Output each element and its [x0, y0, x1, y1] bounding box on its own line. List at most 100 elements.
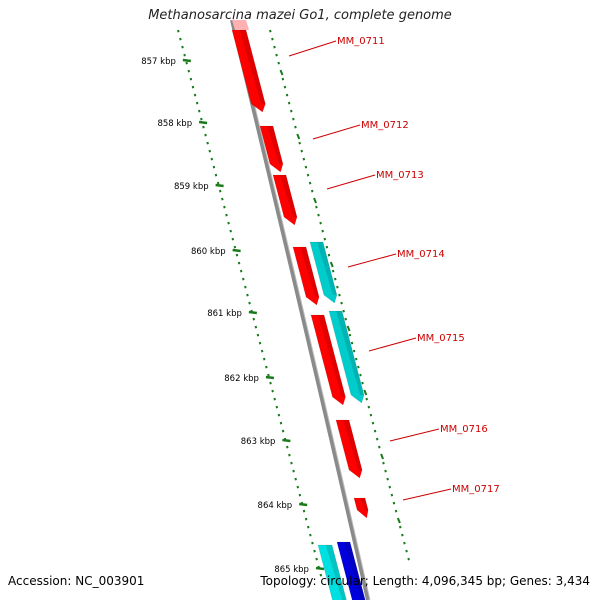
gene-mm-0714-shade	[300, 247, 320, 297]
gene-label-leader	[402, 488, 452, 501]
outer-ruler-tick	[283, 85, 287, 89]
ruler-minor-tick	[216, 181, 220, 185]
outer-ruler-tick	[304, 165, 308, 169]
gene-next-cyan[interactable]	[317, 544, 347, 600]
ruler-minor-tick	[309, 533, 312, 537]
outer-ruler-tick	[336, 285, 339, 289]
ruler-minor-tick	[223, 205, 226, 209]
ruler-minor-tick	[277, 413, 281, 417]
ruler-tick-label: 858 kbp	[157, 119, 192, 129]
gene-next-blue[interactable]	[336, 541, 366, 600]
gene-label-leader	[288, 40, 337, 57]
outer-ruler-tick	[371, 421, 375, 425]
ruler-minor-tick	[189, 77, 193, 81]
gene-label-leader	[389, 428, 440, 442]
outer-ruler-tick	[289, 109, 293, 113]
gene-label[interactable]: MM_0717	[452, 484, 500, 495]
outer-ruler-tick	[382, 461, 385, 465]
outer-ruler-tick	[403, 541, 406, 545]
gene-label[interactable]: MM_0713	[376, 170, 424, 181]
outer-ruler-tick	[296, 133, 301, 140]
outer-ruler-tick	[390, 493, 394, 497]
ruler-minor-tick	[237, 261, 241, 265]
gene-label[interactable]: MM_0715	[417, 333, 465, 344]
ruler-minor-tick	[218, 189, 222, 193]
gene-label-leader	[326, 174, 376, 190]
ruler-minor-tick	[271, 389, 274, 393]
ruler-minor-tick	[252, 317, 256, 321]
ruler-minor-tick	[185, 61, 188, 65]
ruler-minor-tick	[242, 277, 245, 281]
ruler-tick-label: 862 kbp	[224, 374, 259, 384]
gene-label-leader	[347, 253, 397, 268]
outer-ruler-tick	[279, 69, 284, 76]
outer-ruler-tick	[271, 37, 274, 41]
gene-label[interactable]: MM_0716	[440, 424, 488, 435]
outer-ruler-tick	[325, 245, 329, 249]
outer-ruler-tick	[373, 429, 377, 433]
genome-summary-label: Topology: circular; Length: 4,096,345 bp…	[260, 574, 590, 588]
gene-mm-0713[interactable]	[272, 174, 298, 226]
ruler-minor-tick	[193, 93, 197, 97]
ruler-major-tick	[198, 120, 208, 125]
outer-ruler-tick	[350, 341, 354, 345]
ruler-major-tick	[265, 375, 275, 380]
outer-ruler-tick	[394, 509, 398, 513]
outer-ruler-tick	[317, 213, 320, 217]
outer-ruler-tick	[363, 389, 368, 396]
outer-ruler-tick	[388, 485, 392, 489]
ruler-minor-tick	[306, 525, 310, 529]
ruler-minor-tick	[319, 573, 323, 577]
gene-mm-0713-shade	[280, 175, 298, 217]
ruler-major-tick	[282, 438, 291, 443]
gene-label[interactable]: MM_0712	[361, 120, 409, 131]
outer-ruler-tick	[365, 397, 368, 401]
ruler-minor-tick	[254, 325, 258, 329]
outer-ruler-tick	[398, 525, 402, 529]
gene-next-cyan-shade	[325, 545, 347, 600]
ruler-minor-tick	[292, 469, 295, 473]
outer-ruler-tick	[396, 517, 401, 524]
outer-ruler-tick	[384, 469, 387, 473]
outer-ruler-tick	[405, 549, 408, 553]
gene-label[interactable]: MM_0711	[337, 36, 385, 47]
ruler-minor-tick	[246, 293, 249, 297]
ruler-minor-tick	[187, 69, 191, 73]
ruler-minor-tick	[267, 373, 270, 377]
ruler-tick-label: 863 kbp	[241, 437, 276, 447]
ruler-minor-tick	[214, 173, 218, 177]
ruler-minor-tick	[239, 269, 243, 273]
ruler-minor-tick	[191, 85, 195, 89]
gene-mm-0715-reverse[interactable]	[328, 310, 365, 404]
ruler-minor-tick	[294, 477, 297, 481]
gene-mm-0717[interactable]	[353, 497, 369, 519]
ruler-minor-tick	[260, 349, 264, 353]
ruler-minor-tick	[200, 117, 203, 121]
accession-label: Accession: NC_003901	[8, 574, 145, 588]
ruler-minor-tick	[221, 197, 224, 201]
outer-ruler-tick	[354, 357, 358, 361]
gene-mm-0714-reverse[interactable]	[309, 241, 338, 304]
gene-mm-0714[interactable]	[292, 246, 320, 306]
ruler-minor-tick	[227, 221, 230, 225]
ruler-minor-tick	[298, 493, 302, 497]
gene-label[interactable]: MM_0714	[397, 249, 445, 260]
gene-mm-0716[interactable]	[335, 419, 363, 479]
outer-ruler-tick	[378, 445, 381, 449]
ruler-minor-tick	[290, 461, 293, 465]
ruler-minor-tick	[210, 157, 214, 161]
outer-ruler-tick	[334, 277, 337, 281]
outer-ruler-tick	[321, 229, 324, 233]
outer-ruler-tick	[392, 501, 396, 505]
outer-ruler-tick	[348, 333, 352, 337]
ruler-minor-tick	[275, 405, 279, 409]
gene-mm-0712[interactable]	[259, 125, 284, 173]
outer-ruler-tick	[281, 77, 285, 81]
gene-label-leader	[312, 124, 361, 140]
ruler-minor-tick	[202, 125, 205, 129]
ruler-minor-tick	[208, 149, 212, 153]
ruler-minor-tick	[204, 133, 207, 137]
gene-mm-0715[interactable]	[310, 314, 346, 406]
ruler-minor-tick	[229, 229, 232, 233]
